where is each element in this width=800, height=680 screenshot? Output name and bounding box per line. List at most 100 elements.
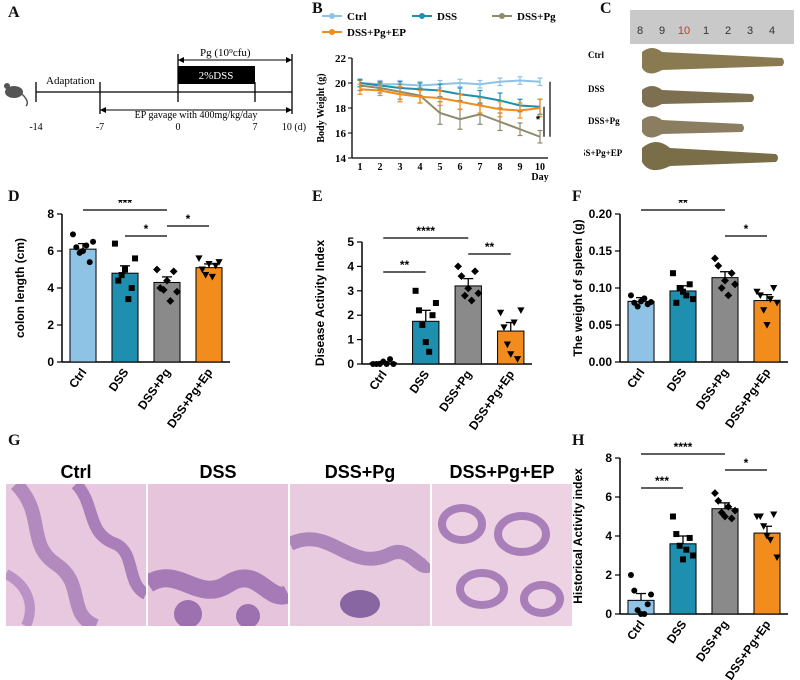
legend-label: Ctrl: [347, 11, 367, 23]
tick-label: 10 (d): [282, 122, 306, 133]
dss-box: [178, 66, 255, 84]
data-point: [73, 244, 80, 251]
x-tick-label: 5: [438, 162, 443, 173]
data-point: [422, 339, 429, 346]
data-point: [727, 269, 736, 278]
data-point: [464, 284, 473, 293]
data-point: [467, 296, 476, 305]
panel-label-g: G: [8, 432, 21, 449]
y-tick-label: 2: [605, 568, 612, 582]
y-tick-label: 4: [47, 281, 54, 295]
colon-row-label: DSS: [588, 84, 605, 94]
y-tick-label: 0: [347, 357, 354, 371]
significance-label: ****: [674, 440, 693, 454]
data-point: [429, 312, 436, 319]
significance-label: ****: [416, 224, 435, 238]
y-tick-label: 22: [335, 53, 347, 65]
y-tick-label: 2: [47, 318, 54, 332]
y-tick-label: 0.00: [589, 355, 613, 369]
data-point: [669, 270, 676, 277]
legend-marker: [419, 13, 425, 19]
significance-label: *: [536, 114, 541, 126]
data-point: [711, 254, 719, 263]
data-point: [383, 361, 390, 367]
y-tick-label: 8: [47, 207, 54, 221]
ruler: [630, 10, 794, 44]
histology-title-dsspg: DSS+Pg: [324, 462, 396, 482]
colon-specimen: [642, 48, 784, 74]
data-point: [202, 272, 210, 279]
data-point: [760, 307, 768, 314]
bar: [195, 267, 223, 363]
y-tick-label: 0.10: [589, 281, 613, 295]
significance-label: *: [744, 222, 749, 236]
data-point: [419, 321, 426, 328]
data-point: [387, 356, 394, 363]
bar: [454, 285, 482, 365]
ruler-tick-label: 8: [637, 25, 643, 37]
data-point: [770, 285, 778, 292]
histology-title-dss: DSS: [199, 462, 237, 482]
x-tick-label: 10: [535, 162, 545, 173]
y-tick-label: 5: [347, 235, 354, 249]
data-point: [766, 536, 774, 544]
data-point: [496, 309, 505, 317]
x-tick-label: DSS+Pg: [436, 368, 474, 415]
tick-label: -7: [96, 122, 104, 133]
data-point: [86, 259, 93, 266]
data-point: [673, 299, 680, 306]
x-tick-label: DSS+Pg+Ep: [466, 368, 517, 433]
y-tick-label: 6: [605, 490, 612, 504]
data-point: [763, 322, 771, 329]
data-point: [717, 284, 726, 292]
bar: [153, 281, 181, 363]
data-point: [212, 262, 220, 270]
x-tick-label: 7: [478, 162, 483, 173]
data-point: [208, 273, 216, 281]
ruler-tick-label: 2: [725, 25, 731, 37]
mouse-icon: [4, 83, 29, 107]
data-point: [173, 287, 181, 296]
legend-marker: [329, 29, 335, 35]
x-tick-label: 1: [358, 162, 363, 173]
panel-label-a: A: [8, 4, 20, 21]
bar: [627, 300, 655, 363]
significance-label: *: [186, 212, 191, 226]
data-point: [163, 276, 171, 285]
x-tick-label: 9: [518, 162, 523, 173]
data-point: [641, 295, 648, 302]
data-point: [474, 289, 483, 298]
data-point: [648, 299, 655, 306]
bar: [753, 532, 781, 615]
data-point: [500, 324, 508, 331]
x-tick-label: DSS+Pg: [693, 618, 731, 665]
histology-title-dsspgep: DSS+Pg+EP: [449, 462, 555, 482]
data-point: [756, 513, 764, 521]
data-point: [460, 291, 469, 300]
data-point: [634, 607, 641, 614]
series-line: [359, 88, 541, 112]
y-tick-label: 0: [605, 607, 612, 621]
colon-row-label: Ctrl: [588, 50, 604, 60]
y-tick-label: 20: [335, 78, 347, 90]
data-point: [153, 265, 161, 274]
data-point: [205, 260, 213, 268]
ruler-tick-label: 3: [747, 25, 753, 37]
x-tick-label: 4: [418, 162, 423, 173]
data-point: [680, 288, 686, 295]
x-tick-label: Ctrl: [624, 618, 647, 643]
data-point: [166, 297, 175, 305]
data-point: [717, 508, 726, 517]
data-point: [215, 259, 223, 266]
data-point: [627, 572, 634, 578]
significance-label: **: [678, 200, 688, 210]
significance-label: ****: [555, 97, 560, 115]
data-point: [390, 361, 397, 367]
data-point: [503, 341, 511, 349]
legend-label: DSS+Pg: [517, 11, 556, 23]
panel-label-h: H: [572, 432, 585, 449]
x-tick-label: Ctrl: [366, 368, 389, 393]
